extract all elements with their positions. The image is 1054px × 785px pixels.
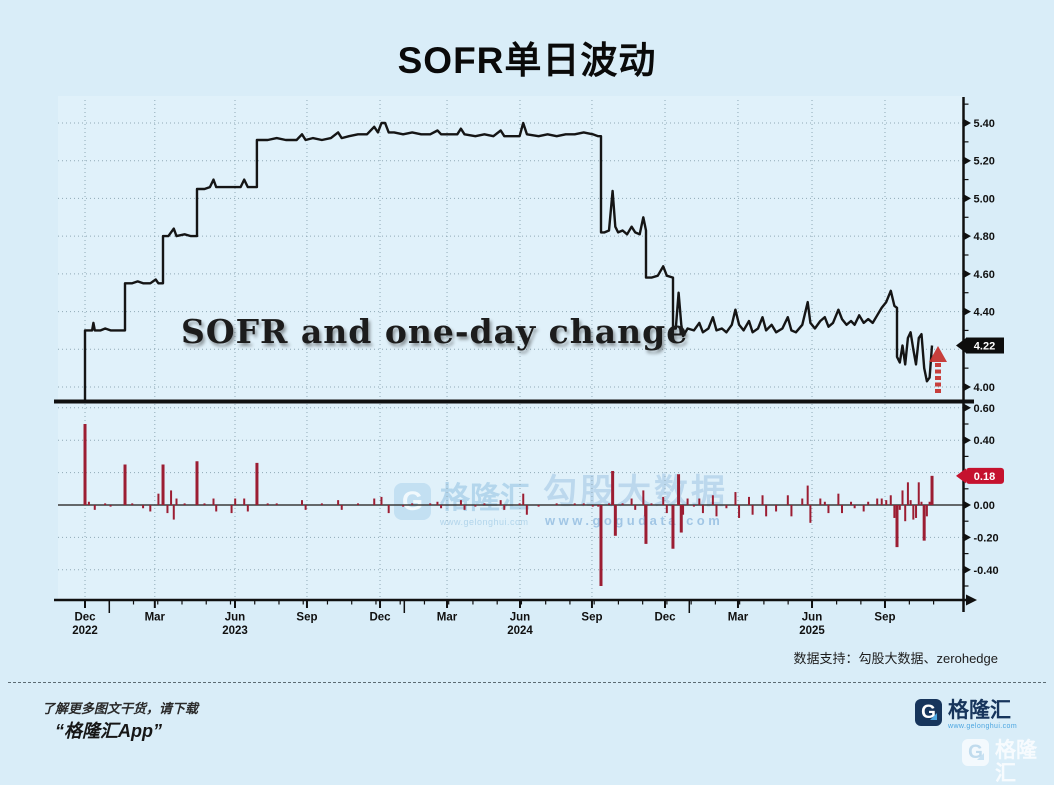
svg-text:-0.40: -0.40 — [974, 565, 999, 577]
gelonghui-ghost-logo-icon: G — [962, 739, 989, 766]
change-last-value-label: 0.18 — [956, 467, 1004, 484]
logo-arrow-icon — [930, 713, 937, 720]
gelonghui-logo-url: www.gelonghui.com — [948, 723, 1018, 730]
gogudata-watermark-url: www.gogudata.com — [545, 513, 724, 528]
svg-text:Sep: Sep — [296, 612, 317, 624]
svg-text:-0.20: -0.20 — [974, 532, 999, 544]
svg-text:4.40: 4.40 — [974, 307, 995, 319]
svg-text:2024: 2024 — [507, 625, 533, 637]
footer-divider — [8, 682, 1046, 683]
svg-text:Mar: Mar — [728, 612, 749, 624]
watermark-gelonghui: G 格隆汇 www.gelonghui.com — [394, 483, 530, 527]
svg-text:Jun: Jun — [802, 612, 822, 624]
page-title: SOFR单日波动 — [397, 40, 657, 81]
sofr-chart: 5.40 5.20 5.00 4.80 4.60 4.40 4.00 0.60 0.40 0.00… — [54, 96, 1004, 637]
svg-text:2022: 2022 — [72, 625, 98, 637]
svg-text:2023: 2023 — [222, 625, 248, 637]
gelonghui-watermark-name: 格隆汇 — [440, 482, 530, 515]
promo-text: 了解更多图文干货，请下载 — [42, 701, 199, 716]
svg-text:4.60: 4.60 — [974, 269, 995, 281]
svg-text:Dec: Dec — [369, 612, 391, 624]
app-name-text: “格隆汇App” — [55, 721, 162, 741]
gelonghui-logo-icon: G — [915, 699, 942, 726]
svg-text:Jun: Jun — [225, 612, 245, 624]
gogudata-watermark-name: 勾股大数据 — [543, 473, 728, 511]
gelonghui-ghost-logo: G 格隆汇 — [962, 739, 1054, 785]
svg-text:0.40: 0.40 — [974, 435, 995, 447]
data-source-note: 数据支持：勾股大数据、zerohedge — [793, 651, 998, 666]
gelonghui-watermark-logo-icon: G — [394, 483, 431, 520]
svg-text:4.22: 4.22 — [974, 341, 995, 353]
sofr-line — [83, 121, 934, 401]
svg-text:Mar: Mar — [145, 612, 166, 624]
svg-text:0.60: 0.60 — [974, 403, 995, 415]
svg-text:0.00: 0.00 — [974, 500, 995, 512]
svg-text:Mar: Mar — [437, 612, 458, 624]
svg-text:4.00: 4.00 — [974, 382, 995, 394]
svg-text:Jun: Jun — [510, 612, 530, 624]
ghost-logo-letter: G — [968, 742, 983, 763]
svg-text:Sep: Sep — [581, 612, 602, 624]
gelonghui-logo-name: 格隆汇 — [948, 699, 1011, 722]
svg-text:Dec: Dec — [654, 612, 676, 624]
svg-text:5.20: 5.20 — [974, 156, 995, 168]
logo-letter: G — [921, 702, 936, 723]
sofr-last-value-label: 4.22 — [956, 337, 1004, 354]
chart-annotation: SOFR and one-day change — [181, 312, 689, 351]
watermark-gogudata: 勾股大数据 www.gogudata.com — [543, 474, 728, 528]
svg-text:Dec: Dec — [74, 612, 96, 624]
svg-text:5.00: 5.00 — [974, 193, 995, 205]
up-arrow-annotation — [929, 346, 947, 393]
gelonghui-logo: G 格隆汇 www.gelonghui.com — [915, 699, 1017, 730]
gridlines — [58, 100, 963, 600]
svg-text:4.80: 4.80 — [974, 231, 995, 243]
y-axis-ticks: 5.40 5.20 5.00 4.80 4.60 4.40 4.00 0.60 0.40 0.00… — [963, 103, 999, 587]
ghost-logo-arrow-icon — [977, 753, 984, 760]
svg-text:5.40: 5.40 — [974, 118, 995, 130]
gelonghui-watermark-url: www.gelonghui.com — [440, 517, 529, 527]
one-day-change-bars — [83, 424, 934, 586]
svg-text:0.18: 0.18 — [974, 471, 995, 483]
svg-text:Sep: Sep — [874, 612, 895, 624]
svg-text:2025: 2025 — [799, 625, 825, 637]
gelonghui-ghost-logo-name: 格隆汇 — [995, 739, 1037, 785]
